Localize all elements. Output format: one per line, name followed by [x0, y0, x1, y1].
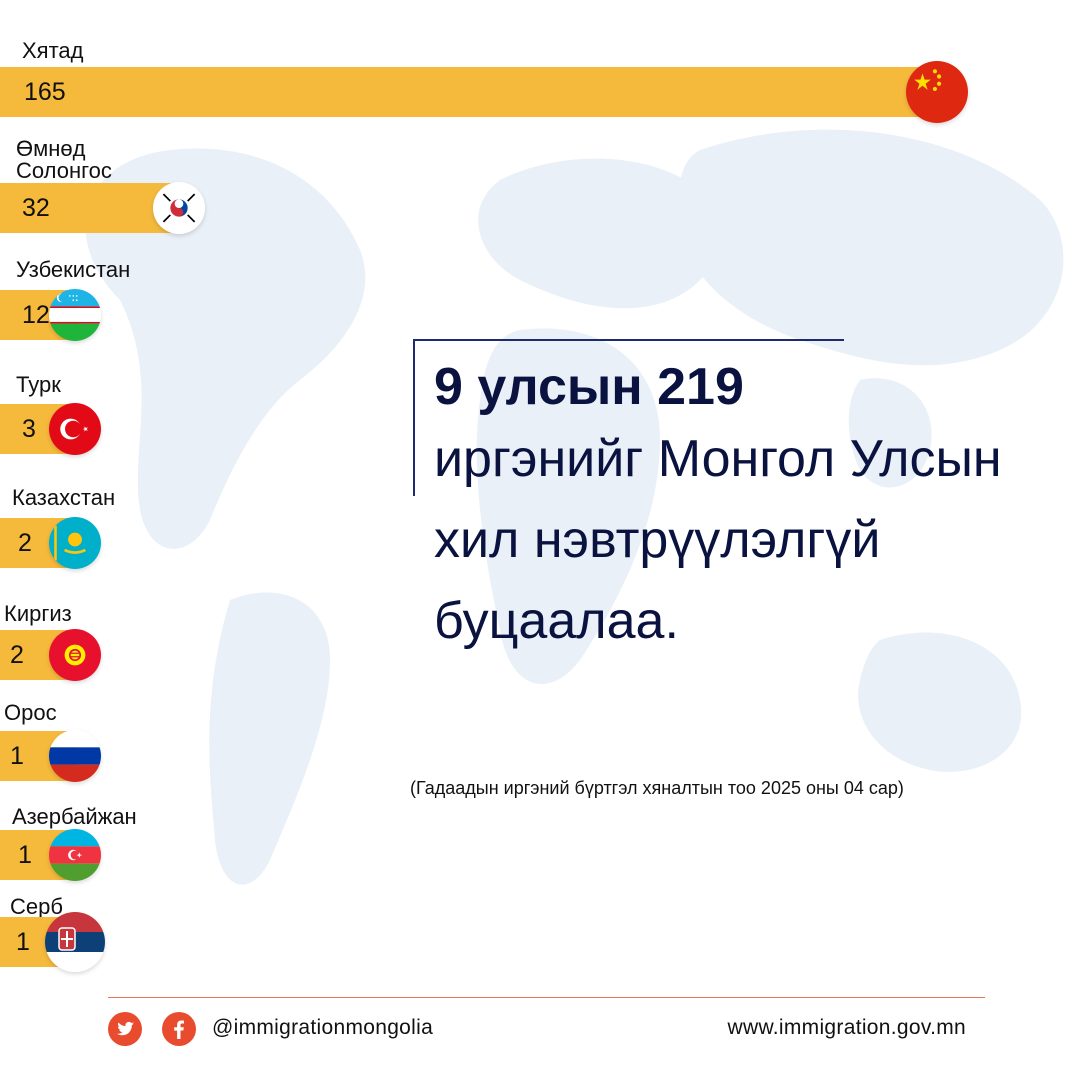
bar	[0, 183, 182, 233]
facebook-icon[interactable]	[162, 1012, 196, 1046]
bar-value-label: 165	[24, 78, 66, 106]
bar	[0, 67, 940, 117]
bar-value-label: 3	[22, 415, 36, 443]
social-handle[interactable]: @immigrationmongolia	[212, 1016, 434, 1039]
headline: 9 улсын 219 иргэнийг Монгол Улсын хил нэ…	[434, 355, 1054, 662]
source-note: (Гадаадын иргэний бүртгэл хяналтын тоо 2…	[410, 778, 904, 798]
country-label: Өмнөд Солонгос	[16, 136, 112, 183]
bar-value-label: 2	[10, 641, 24, 669]
kyrgyzstan-flag-icon	[49, 629, 101, 681]
bar-value-label: 1	[10, 742, 24, 770]
country-label: Казахстан	[12, 485, 116, 510]
country-label: Турк	[16, 372, 61, 397]
bar-value-label: 1	[16, 928, 30, 956]
headline-accent-line-top	[413, 339, 844, 341]
bar-value-label: 1	[18, 841, 32, 869]
bar-value-label: 32	[22, 194, 50, 222]
headline-rest: иргэнийг Монгол Улсын хил нэвтрүүлэлгүй …	[434, 430, 1002, 650]
headline-bold: 9 улсын 219	[434, 358, 744, 416]
country-label: Серб	[10, 894, 63, 919]
website-link[interactable]: www.immigration.gov.mn	[727, 1016, 966, 1039]
headline-accent-line-left	[413, 339, 415, 496]
kazakhstan-flag-icon	[49, 517, 101, 569]
russia-flag-icon	[49, 730, 101, 782]
twitter-icon[interactable]	[108, 1012, 142, 1046]
country-label: Азербайжан	[12, 804, 137, 829]
turkey-flag-icon	[49, 403, 101, 455]
country-label: Хятад	[22, 38, 84, 63]
uzbekistan-flag-icon	[49, 289, 101, 341]
country-label: Киргиз	[4, 601, 72, 626]
south-korea-flag-icon	[153, 182, 205, 234]
country-label: Орос	[4, 700, 57, 725]
china-flag-icon	[906, 61, 968, 123]
footer-divider	[108, 997, 985, 998]
bar-value-label: 12	[22, 301, 50, 329]
country-label: Узбекистан	[16, 257, 131, 282]
serbia-flag-icon	[45, 912, 105, 972]
bar-value-label: 2	[18, 529, 32, 557]
azerbaijan-flag-icon	[49, 829, 101, 881]
